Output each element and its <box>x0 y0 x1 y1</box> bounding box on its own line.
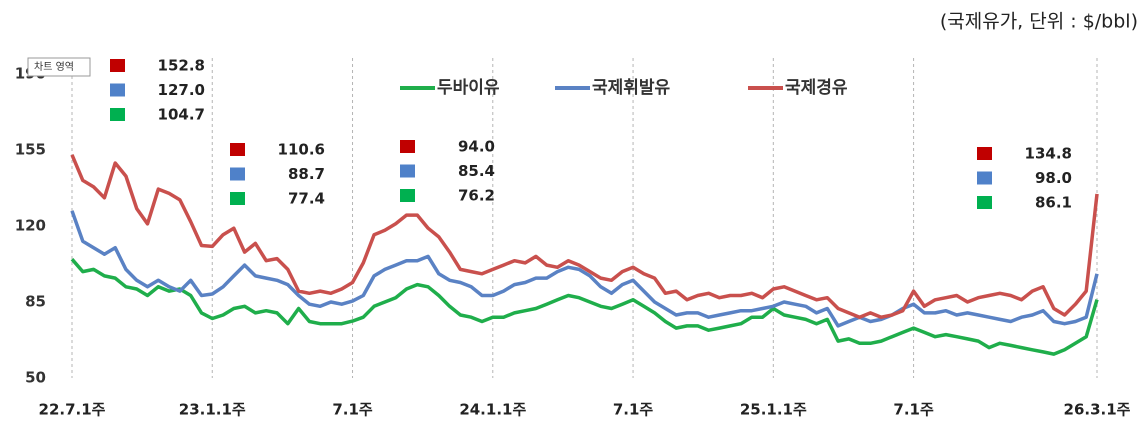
x-tick-label: 22.7.1주 <box>39 401 106 419</box>
annotation-label: 94.0 <box>458 138 495 156</box>
annotation-marker <box>230 167 245 181</box>
annotation-marker <box>110 108 125 121</box>
annotation-label: 77.4 <box>288 190 325 208</box>
x-tick-label: 23.1.1주 <box>179 401 246 419</box>
annotation-label: 134.8 <box>1025 145 1072 163</box>
tooltip-box <box>27 57 91 77</box>
y-tick-label: 120 <box>15 217 46 235</box>
x-tick-label: 7.1주 <box>613 401 654 419</box>
y-tick-label: 155 <box>15 141 46 159</box>
annotation-marker <box>977 196 992 209</box>
annotation-marker <box>977 147 992 160</box>
annotation-label: 152.8 <box>158 57 205 75</box>
x-tick-label: 24.1.1주 <box>459 401 526 419</box>
annotation-marker <box>110 83 125 97</box>
annotation-label: 127.0 <box>158 81 205 99</box>
annotation-marker <box>110 59 125 72</box>
x-tick-label: 7.1주 <box>893 401 934 419</box>
series-line <box>70 258 1099 356</box>
x-tick-label: 26.3.1주 <box>1064 401 1131 419</box>
legend-label: 국제경유 <box>785 78 848 98</box>
annotation-label: 85.4 <box>458 162 495 180</box>
x-tick-label: 25.1.1주 <box>740 401 807 419</box>
y-tick-label: 85 <box>25 293 46 311</box>
legend-label: 두바이유 <box>437 78 500 98</box>
x-tick-label: 7.1주 <box>332 401 373 419</box>
annotation-marker <box>977 171 992 185</box>
annotation-marker <box>400 189 415 202</box>
annotation-marker <box>400 164 415 178</box>
annotation-label: 86.1 <box>1035 194 1072 212</box>
y-tick-label: 50 <box>25 369 46 387</box>
annotation-marker <box>230 192 245 205</box>
unit-note: (국제유가, 단위 : $/bbl) <box>940 11 1138 33</box>
series-line <box>70 210 1099 328</box>
annotation-label: 88.7 <box>288 165 325 183</box>
annotation-label: 104.7 <box>158 106 205 124</box>
series-line <box>70 154 1099 319</box>
annotation-marker <box>400 140 415 153</box>
legend-label: 국제휘발유 <box>592 77 671 98</box>
annotation-label: 76.2 <box>458 187 495 205</box>
tooltip-text: 차트 영역 <box>34 61 74 73</box>
annotation-label: 110.6 <box>278 141 325 159</box>
annotation-marker <box>230 143 245 156</box>
annotation-label: 98.0 <box>1035 169 1072 187</box>
